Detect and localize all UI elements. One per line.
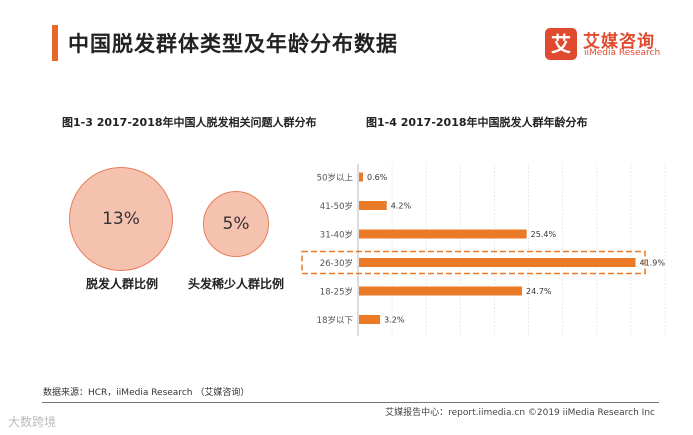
- logo-text-cn: 艾媒咨询: [583, 32, 655, 52]
- data-label: 4.2%: [391, 202, 412, 211]
- data-label: 24.7%: [526, 287, 552, 296]
- age-distribution-chart: 50岁以上 0.6% 41-50岁 4.2% 31-40岁 25.4% 26-30岁 41.9…: [301, 164, 666, 336]
- hair-loss-value: 13%: [102, 209, 140, 229]
- logo-text-en: iiMedia Research: [584, 48, 661, 58]
- hair-loss-bubble: 13%: [69, 167, 173, 271]
- y-tick-label: 18-25岁: [320, 287, 353, 298]
- left-chart-title: 图1-3 2017-2018年中国人脱发相关问题人群分布: [62, 116, 317, 129]
- bar: [359, 258, 636, 267]
- watermark: 大数跨境: [8, 415, 57, 429]
- footer-divider: [42, 402, 659, 403]
- bar: [359, 286, 523, 296]
- thin-hair-label: 头发稀少人群比例: [187, 277, 284, 291]
- page-title: 中国脱发群体类型及年龄分布数据: [68, 32, 398, 56]
- logo-badge-icon: 艾: [545, 28, 577, 60]
- bar: [359, 201, 387, 210]
- bar: [359, 172, 363, 182]
- thin-hair-bubble: 5%: [203, 191, 269, 257]
- thin-hair-value: 5%: [222, 214, 250, 234]
- data-source: 数据来源：HCR，iiMedia Research （艾媒咨询）: [43, 388, 250, 398]
- bar: [359, 229, 527, 239]
- y-tick-label: 41-50岁: [320, 201, 353, 212]
- bar: [359, 315, 381, 324]
- y-tick-label: 50岁以上: [317, 173, 354, 184]
- highlight-box: [301, 250, 646, 275]
- data-label: 0.6%: [367, 173, 388, 182]
- data-label: 3.2%: [384, 316, 405, 325]
- hair-loss-label: 脱发人群比例: [85, 277, 158, 291]
- data-label: 41.9%: [640, 259, 666, 268]
- brand-logo: 艾 艾媒咨询 iiMedia Research: [545, 26, 660, 62]
- y-tick-label: 26-30岁: [320, 258, 353, 269]
- right-chart-title: 图1-4 2017-2018年中国脱发人群年龄分布: [366, 116, 588, 129]
- title-accent-bar: [52, 25, 58, 61]
- footer-credit: 艾媒报告中心：report.iimedia.cn ©2019 iiMedia R…: [385, 408, 655, 418]
- y-tick-label: 31-40岁: [320, 230, 353, 241]
- data-label: 25.4%: [531, 230, 557, 239]
- y-tick-label: 18岁以下: [317, 315, 354, 326]
